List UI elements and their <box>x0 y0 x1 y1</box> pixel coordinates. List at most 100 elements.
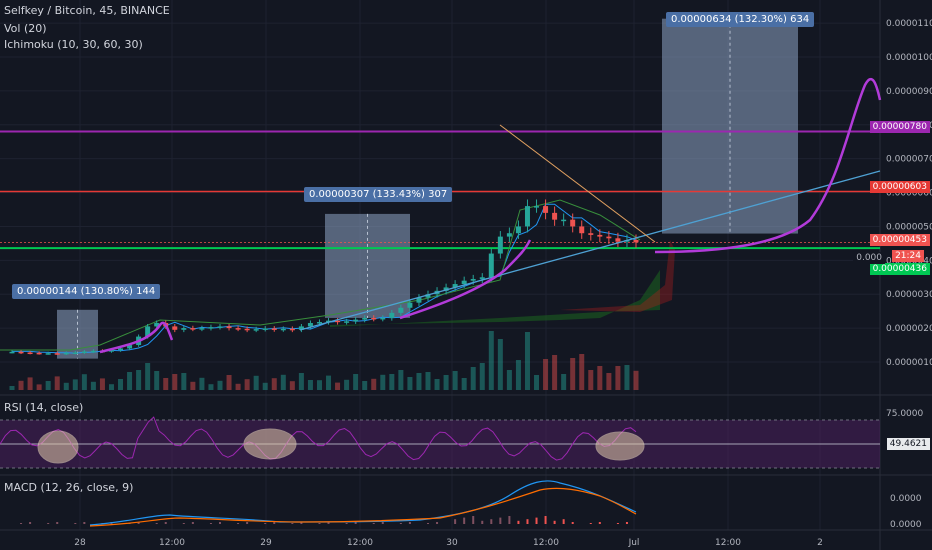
volume-bar <box>81 374 87 390</box>
macd-histogram-bar <box>381 522 384 524</box>
volume-bar <box>36 384 42 390</box>
volume-bar <box>136 370 142 390</box>
macd-axis-tick: 0.0000 <box>890 520 922 530</box>
volume-bar <box>633 370 639 390</box>
rsi-highlight-ellipse <box>243 428 297 460</box>
time-axis-tick: 2 <box>817 538 823 548</box>
volume-bar <box>118 379 124 390</box>
candle <box>244 328 250 331</box>
macd-histogram-bar <box>83 522 86 524</box>
macd-histogram-bar <box>291 523 294 524</box>
measure-box-label-3: 0.00000634 (132.30%) 634 <box>666 12 815 27</box>
macd-histogram-bar <box>472 516 475 524</box>
volume-bar <box>561 374 567 390</box>
volume-bar <box>452 371 458 390</box>
price-tag-partial: 0.000 <box>853 252 885 264</box>
volume-bar <box>606 373 612 390</box>
rsi-legend: RSI (14, close) <box>4 401 84 414</box>
macd-histogram-bar <box>544 516 547 524</box>
candle <box>298 326 304 330</box>
macd-histogram-bar <box>318 523 321 524</box>
candle <box>208 327 214 329</box>
candle <box>118 348 124 351</box>
macd-histogram-bar <box>155 523 158 524</box>
macd-histogram-bar <box>137 522 140 524</box>
volume-bar <box>597 366 603 390</box>
volume-bar <box>271 378 277 390</box>
symbol-title: Selfkey / Bitcoin, 45, BINANCE <box>4 4 170 17</box>
rsi-line <box>0 416 637 461</box>
macd-histogram-bar <box>517 520 520 524</box>
macd-histogram-bar <box>526 519 529 524</box>
candle <box>515 226 521 234</box>
volume-bar <box>199 377 205 390</box>
candle <box>561 219 567 222</box>
macd-histogram-bar <box>164 522 167 524</box>
volume-bar <box>208 384 214 390</box>
volume-bar <box>72 379 78 390</box>
volume-bar <box>190 381 196 390</box>
macd-histogram-bar <box>56 522 59 524</box>
macd-histogram-bar <box>589 523 592 524</box>
macd-histogram-bar <box>209 523 212 524</box>
candle <box>326 320 332 323</box>
candle <box>316 322 322 324</box>
candle <box>54 353 60 355</box>
candle <box>172 326 178 330</box>
rsi-value-tag: 49.4621 <box>886 438 930 450</box>
volume-bar <box>479 363 485 390</box>
candle <box>344 321 350 323</box>
candle <box>217 326 223 328</box>
macd-axis-tick: 0.0000 <box>890 494 922 504</box>
candle <box>353 319 359 322</box>
trend-line <box>299 170 881 331</box>
candle <box>108 350 114 352</box>
candle <box>488 253 494 278</box>
measure-box <box>662 18 798 234</box>
macd-histogram-bar <box>481 520 484 524</box>
macd-histogram-bar <box>499 517 502 524</box>
axes: 0.000011000.000010000.000009000.00000800… <box>74 19 932 548</box>
volume-bar <box>108 384 114 390</box>
macd-histogram-bar <box>246 522 249 524</box>
macd-histogram-bar <box>47 523 50 524</box>
time-axis-tick: 12:00 <box>533 538 559 548</box>
candle <box>226 326 232 329</box>
price-axis-tick: 0.00000100 <box>886 358 932 368</box>
candle <box>63 352 69 355</box>
volume-bar <box>298 373 304 390</box>
volume-bar <box>163 378 169 390</box>
candle <box>389 312 395 318</box>
volume-bars <box>9 331 639 390</box>
macd-histogram-bar <box>616 523 619 524</box>
volume-bar <box>524 332 530 390</box>
volume-bar <box>235 383 241 390</box>
volume-bar <box>353 374 359 390</box>
candle <box>72 352 78 355</box>
price-tag-purple: 0.00000780 <box>869 121 930 133</box>
volume-bar <box>615 366 621 390</box>
volume-bar <box>289 381 295 390</box>
volume-bar <box>461 378 467 390</box>
macd-histogram-bar <box>74 523 77 524</box>
volume-bar <box>443 375 449 390</box>
candle <box>506 233 512 237</box>
candle <box>461 280 467 285</box>
volume-bar <box>145 363 151 390</box>
macd-histogram-bar <box>553 520 556 524</box>
resistance-line <box>499 124 656 243</box>
macd-histogram-bar <box>490 519 493 524</box>
candle <box>606 236 612 239</box>
candle <box>597 234 603 237</box>
candle <box>479 277 485 279</box>
candle <box>45 353 51 355</box>
projection-arrow-3 <box>654 78 882 254</box>
candle <box>362 317 368 320</box>
macd-histogram-bar <box>508 516 511 524</box>
candle <box>36 352 42 355</box>
volume-bar <box>99 378 105 390</box>
